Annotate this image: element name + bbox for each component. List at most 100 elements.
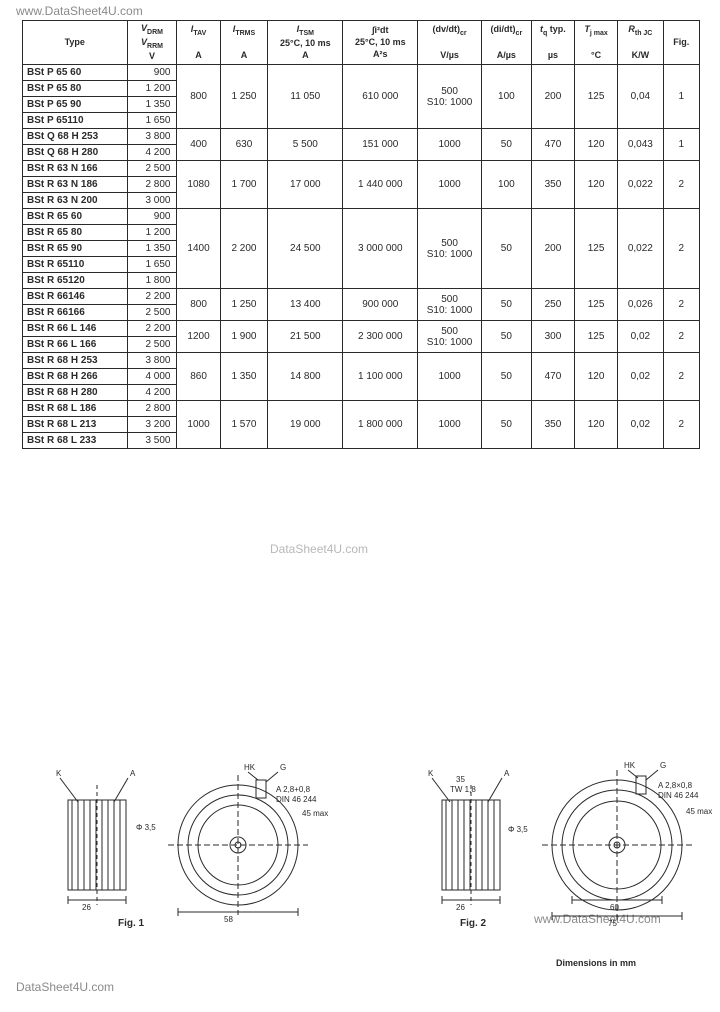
cell-vdrm: 3 200: [127, 417, 177, 433]
cell-type: BSt R 65120: [23, 273, 128, 289]
svg-text:HK: HK: [244, 763, 256, 772]
cell-fig: 1: [663, 129, 699, 161]
spec-table-body: BSt P 65 609008001 25011 050610 000500S1…: [23, 65, 700, 449]
cell-itav: 1200: [177, 321, 220, 353]
table-row: BSt R 65 6090014002 20024 5003 000 00050…: [23, 209, 700, 225]
svg-text:A 2,8×0,8: A 2,8×0,8: [658, 781, 693, 790]
cell-itrms: 1 250: [220, 289, 268, 321]
cell-fig: 2: [663, 401, 699, 449]
cell-itrms: 2 200: [220, 209, 268, 289]
cell-vdrm: 2 500: [127, 305, 177, 321]
watermark-top: www.DataSheet4U.com: [16, 4, 143, 18]
cell-type: BSt R 65110: [23, 257, 128, 273]
cell-tq: 300: [531, 321, 574, 353]
cell-type: BSt R 66 L 166: [23, 337, 128, 353]
spec-table-head: Type VDRMVRRMV ITAVA ITRMSA ITSM25°C, 10…: [23, 21, 700, 65]
table-row: BSt R 63 N 1662 50010801 70017 0001 440 …: [23, 161, 700, 177]
cell-vdrm: 1 650: [127, 257, 177, 273]
cell-itrms: 630: [220, 129, 268, 161]
cell-tq: 470: [531, 353, 574, 401]
cell-i2t: 900 000: [343, 289, 418, 321]
cell-fig: 2: [663, 321, 699, 353]
cell-type: BSt P 65 80: [23, 81, 128, 97]
cell-rth: 0,02: [618, 401, 663, 449]
svg-text:45 max: 45 max: [686, 807, 712, 816]
cell-vdrm: 4 200: [127, 145, 177, 161]
svg-text:DIN 46 244: DIN 46 244: [658, 791, 699, 800]
cell-itsm: 14 800: [268, 353, 343, 401]
cell-vdrm: 1 350: [127, 241, 177, 257]
cell-rth: 0,026: [618, 289, 663, 321]
cell-type: BSt R 63 N 166: [23, 161, 128, 177]
cell-i2t: 151 000: [343, 129, 418, 161]
svg-text:K: K: [56, 769, 62, 778]
cell-didt: 50: [481, 353, 531, 401]
cell-dvdt: 1000: [418, 129, 482, 161]
col-i2t: ∫i²dt25°C, 10 msA²s: [343, 21, 418, 65]
cell-vdrm: 3 800: [127, 353, 177, 369]
svg-text:75: 75: [608, 919, 617, 928]
table-row: BSt R 661462 2008001 25013 400900 000500…: [23, 289, 700, 305]
cell-itsm: 21 500: [268, 321, 343, 353]
svg-text:A: A: [504, 769, 510, 778]
cell-vdrm: 1 200: [127, 81, 177, 97]
svg-text:35: 35: [456, 775, 465, 784]
cell-type: BSt R 68 L 186: [23, 401, 128, 417]
cell-vdrm: 2 500: [127, 161, 177, 177]
col-itsm: ITSM25°C, 10 msA: [268, 21, 343, 65]
svg-text:G: G: [660, 761, 666, 770]
svg-text:HK: HK: [624, 761, 636, 770]
cell-tj: 125: [575, 321, 618, 353]
cell-i2t: 2 300 000: [343, 321, 418, 353]
cell-type: BSt R 68 L 233: [23, 433, 128, 449]
watermark-mid: DataSheet4U.com: [270, 542, 368, 556]
cell-dvdt: 1000: [418, 353, 482, 401]
cell-itav: 860: [177, 353, 220, 401]
cell-vdrm: 4 000: [127, 369, 177, 385]
cell-fig: 2: [663, 161, 699, 209]
cell-didt: 100: [481, 65, 531, 129]
col-tj: Tj max°C: [575, 21, 618, 65]
cell-itrms: 1 700: [220, 161, 268, 209]
col-vdrm: VDRMVRRMV: [127, 21, 177, 65]
cell-type: BSt R 63 N 186: [23, 177, 128, 193]
col-type: Type: [23, 21, 128, 65]
cell-rth: 0,04: [618, 65, 663, 129]
cell-dvdt: 500S10: 1000: [418, 321, 482, 353]
svg-text:45 max: 45 max: [302, 809, 328, 818]
cell-itsm: 17 000: [268, 161, 343, 209]
table-row: BSt R 66 L 1462 20012001 90021 5002 300 …: [23, 321, 700, 337]
figure-2: K A 35 TW 1,8 HK G A 2,8×0,8 DIN 46 244 …: [422, 760, 720, 938]
cell-itsm: 5 500: [268, 129, 343, 161]
svg-text:K: K: [428, 769, 434, 778]
cell-type: BSt Q 68 H 280: [23, 145, 128, 161]
svg-text:A: A: [130, 769, 136, 778]
cell-tj: 125: [575, 209, 618, 289]
cell-rth: 0,02: [618, 353, 663, 401]
figure-1-drawing: K A HK G 26 58 A 2,8+0,8 DIN 46 244 Φ 3,…: [48, 760, 338, 935]
col-itrms: ITRMSA: [220, 21, 268, 65]
cell-type: BSt R 65 60: [23, 209, 128, 225]
cell-type: BSt Q 68 H 253: [23, 129, 128, 145]
dimensions-note: Dimensions in mm: [556, 958, 636, 968]
cell-vdrm: 1 350: [127, 97, 177, 113]
cell-fig: 2: [663, 353, 699, 401]
svg-text:TW 1,8: TW 1,8: [450, 785, 476, 794]
cell-vdrm: 900: [127, 65, 177, 81]
cell-tj: 120: [575, 129, 618, 161]
cell-itav: 400: [177, 129, 220, 161]
table-row: BSt P 65 609008001 25011 050610 000500S1…: [23, 65, 700, 81]
svg-text:A 2,8+0,8: A 2,8+0,8: [276, 785, 311, 794]
col-fig: Fig.: [663, 21, 699, 65]
svg-text:60: 60: [610, 903, 619, 912]
cell-type: BSt R 65 80: [23, 225, 128, 241]
cell-itsm: 11 050: [268, 65, 343, 129]
cell-didt: 50: [481, 401, 531, 449]
page: www.DataSheet4U.com DataSheet4U.com www.…: [0, 0, 720, 1012]
cell-vdrm: 2 200: [127, 321, 177, 337]
cell-tq: 250: [531, 289, 574, 321]
col-tq: tq typ.µs: [531, 21, 574, 65]
cell-tq: 350: [531, 161, 574, 209]
svg-text:26: 26: [456, 903, 465, 912]
cell-tq: 350: [531, 401, 574, 449]
